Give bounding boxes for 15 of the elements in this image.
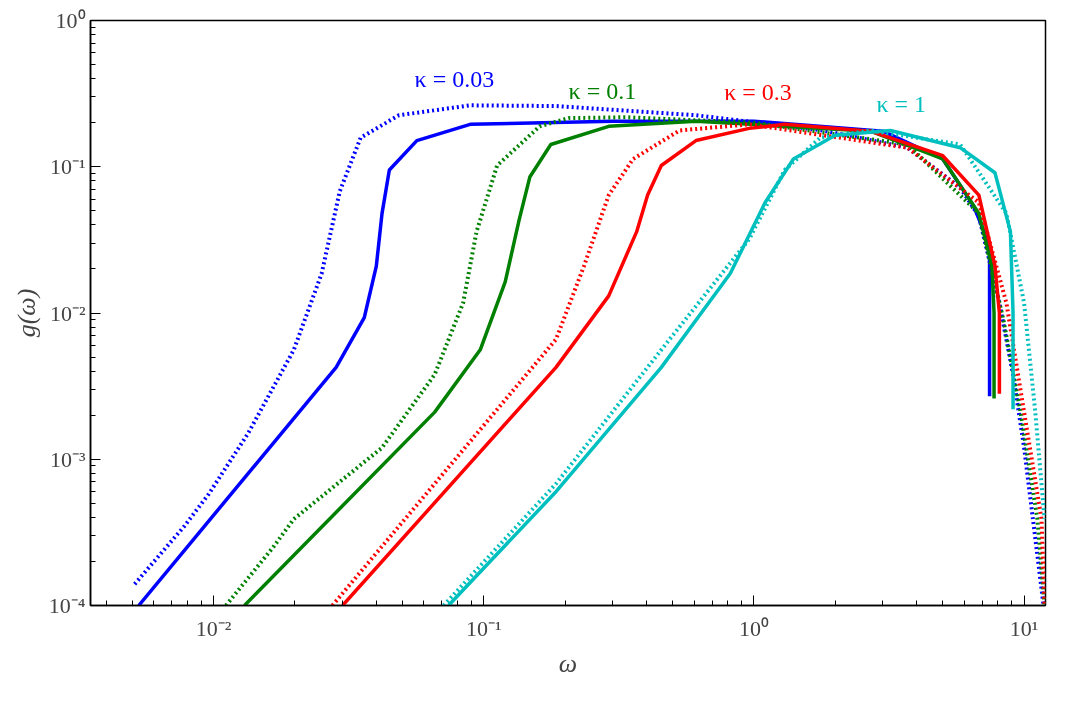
- annotation: κ = 0.03: [414, 65, 495, 92]
- y-tick-label: 10⁻³: [49, 446, 86, 472]
- x-axis-title: ω: [558, 648, 578, 678]
- annotation: κ = 1: [876, 90, 927, 117]
- x-tick-label: 10⁻²: [195, 615, 232, 641]
- annotation: κ = 0.3: [724, 78, 792, 105]
- x-tick-label: 10⁻¹: [466, 615, 502, 641]
- y-tick-label: 10⁻¹: [49, 154, 86, 180]
- y-tick-label: 10⁰: [55, 8, 86, 33]
- x-tick-label: 10¹: [1009, 615, 1039, 641]
- y-tick-label: 10⁻²: [49, 300, 86, 326]
- y-axis-title: g(ω): [11, 288, 41, 338]
- y-tick-label: 10⁻⁴: [48, 593, 86, 618]
- x-tick-label: 10⁰: [738, 615, 769, 641]
- annotation: κ = 0.1: [568, 77, 637, 104]
